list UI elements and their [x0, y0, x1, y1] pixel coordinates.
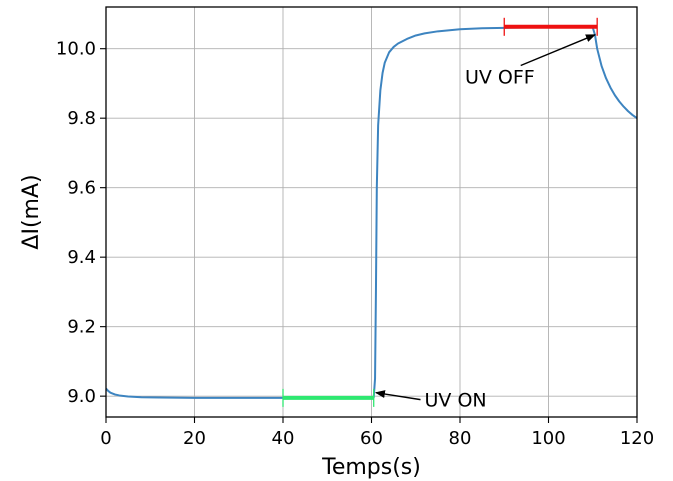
grid [105, 7, 638, 417]
x-tick-label: 100 [531, 428, 565, 449]
annotations: UV ON UV OFF [374, 34, 596, 412]
y-axis-label: ΔI(mA) [19, 174, 44, 249]
y-tick-label: 9.6 [67, 178, 96, 199]
series-line-1 [105, 26, 638, 399]
y-tick-label: 9.0 [67, 386, 96, 407]
x-tick-label: 80 [449, 428, 472, 449]
annotation-arrow [374, 390, 421, 401]
series-layer [105, 17, 638, 407]
y-tick-label: 9.4 [67, 247, 96, 268]
ticks: 0 20 40 60 80 100 120 9.0 9.2 9.4 9.6 9.8 10.0 [56, 39, 654, 449]
annotation-label: UV OFF [465, 66, 535, 88]
x-tick-label: 40 [272, 428, 295, 449]
y-tick-label: 9.2 [67, 317, 96, 338]
y-tick-label: 9.8 [67, 108, 96, 129]
x-tick-label: 20 [183, 428, 206, 449]
annotation-label: UV ON [425, 390, 487, 412]
x-tick-label: 60 [360, 428, 383, 449]
x-tick-label: 0 [100, 428, 111, 449]
annotation-arrow [520, 34, 596, 67]
x-axis-label: Temps(s) [321, 455, 421, 480]
y-tick-label: 10.0 [56, 39, 96, 60]
x-tick-label: 120 [620, 428, 654, 449]
